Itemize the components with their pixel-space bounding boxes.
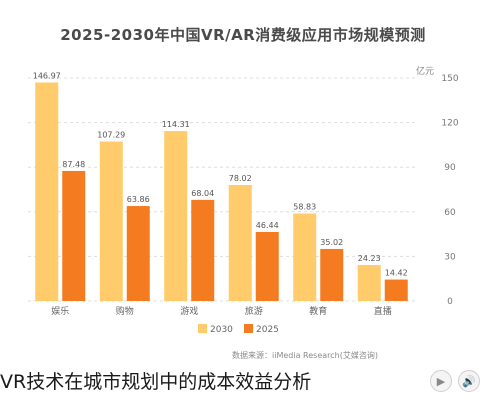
data-label: 114.31 [162, 120, 190, 129]
legend-label: 2025 [256, 325, 279, 335]
bar-2030-0 [35, 82, 59, 301]
source-note: 数据来源：iiMedia Research(艾媒咨询) [232, 350, 378, 360]
y-tick-label: 90 [444, 163, 456, 173]
y-tick-label: 60 [444, 208, 456, 218]
data-label: 46.44 [256, 221, 279, 230]
bar-2025-3 [255, 231, 279, 301]
caption-text: VR技术在城市规划中的成本效益分析 [0, 371, 312, 393]
category-label: 旅游 [245, 305, 263, 317]
data-label: 87.48 [62, 160, 85, 169]
x-axis: 娱乐 购物 游戏 旅游 教育 直播 [51, 305, 392, 317]
bar-2025-2 [191, 199, 215, 301]
y-tick-label: 120 [441, 119, 458, 129]
data-label: 58.83 [293, 203, 316, 212]
legend-swatch [198, 324, 207, 333]
bar-2025-1 [126, 206, 150, 301]
data-label: 78.02 [229, 174, 252, 183]
bar-2030-1 [99, 141, 123, 301]
bar-2025-0 [62, 170, 86, 301]
y-tick-label: 0 [447, 297, 453, 307]
bar-2030-2 [164, 131, 188, 301]
play-icon[interactable]: ▶ [430, 370, 452, 392]
data-label: 68.04 [191, 189, 214, 198]
category-label: 游戏 [180, 305, 198, 317]
grid-layer [28, 77, 415, 302]
y-axis: 0 30 60 90 120 150 [441, 74, 458, 307]
category-label: 娱乐 [51, 305, 69, 317]
legend: 2030 2025 [198, 324, 279, 335]
bar-2030-5 [357, 264, 381, 301]
bar-2025-5 [384, 279, 408, 301]
legend-swatch [244, 324, 253, 333]
data-label: 63.86 [127, 195, 150, 204]
category-label: 购物 [116, 305, 134, 317]
y-tick-label: 30 [444, 252, 456, 262]
bar-2025-4 [320, 248, 344, 301]
legend-label: 2030 [210, 325, 233, 335]
data-label: 107.29 [97, 130, 125, 139]
caption-icons: ▶ 🔊 [430, 370, 480, 392]
data-label: 35.02 [320, 238, 343, 247]
bars [35, 82, 408, 301]
data-label: 146.97 [33, 72, 61, 81]
chart-title: 2025-2030年中国VR/AR消费级应用市场规模预测 [60, 26, 426, 44]
speaker-icon[interactable]: 🔊 [458, 370, 480, 392]
data-labels: 146.97 87.48 107.29 63.86 114.31 68.04 78.02 46… [33, 72, 408, 278]
bar-2030-3 [228, 185, 252, 301]
category-label: 直播 [374, 305, 392, 317]
unit-label: 亿元 [416, 65, 434, 77]
bar-2030-4 [293, 213, 317, 301]
data-label: 14.42 [385, 269, 408, 278]
category-label: 教育 [309, 305, 327, 317]
data-label: 24.23 [358, 254, 381, 263]
y-tick-label: 150 [441, 74, 458, 84]
